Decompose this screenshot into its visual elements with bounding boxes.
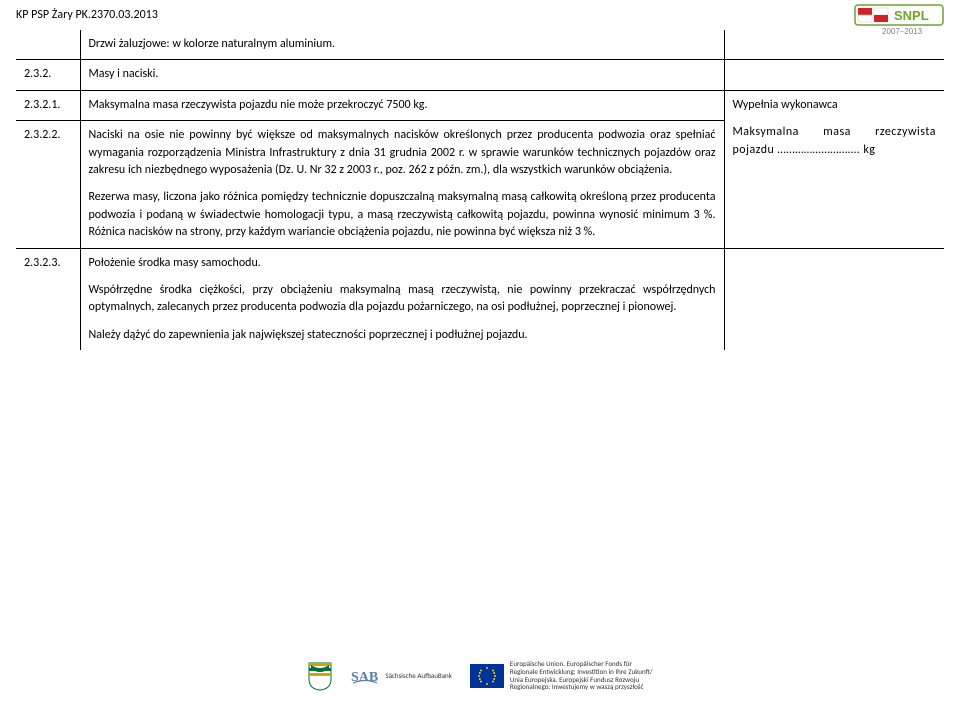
right-label: Wypełnia wykonawca (733, 98, 838, 112)
footer: SAB Sächsische AufbauBank Europäische Un… (16, 660, 944, 691)
footer-eu: Europäische Union. Europäischer Fonds fü… (470, 660, 653, 691)
row-content: Masy i naciski. (80, 60, 724, 90)
row-number: 2.3.2. (16, 60, 80, 90)
row-right (724, 248, 944, 350)
row-right (724, 60, 944, 90)
table-row: 2.3.2.1. Maksymalna masa rzeczywista poj… (16, 90, 944, 120)
table-row: 2.3.2. Masy i naciski. (16, 60, 944, 90)
header-reference: KP PSP Żary PK.2370.03.2013 (16, 8, 158, 22)
table-row: Drzwi żaluzjowe: w kolorze naturalnym al… (16, 30, 944, 60)
row-number (16, 30, 80, 60)
row-number: 2.3.2.2. (16, 121, 80, 248)
eu-flag-icon (470, 664, 504, 688)
row-content: Drzwi żaluzjowe: w kolorze naturalnym al… (80, 30, 724, 60)
sab-logo-icon: SAB (351, 666, 379, 686)
row-number: 2.3.2.3. (16, 248, 80, 350)
footer-sab: SAB Sächsische AufbauBank (351, 666, 452, 686)
footer-sachsen (307, 661, 333, 691)
sachsen-crest-icon (307, 661, 333, 691)
right-detail: Maksymalna masa rzeczywista pojazdu …………… (733, 125, 937, 156)
paragraph: Rezerwa masy, liczona jako różnica pomię… (89, 189, 716, 241)
row-content: Naciski na osie nie powinny być większe … (80, 121, 724, 248)
eu-text: Europäische Union. Europäischer Fonds fü… (510, 660, 653, 691)
table-row: 2.3.2.3. Położenie środka masy samochodu… (16, 248, 944, 350)
spec-table: Drzwi żaluzjowe: w kolorze naturalnym al… (16, 30, 944, 350)
row-content: Położenie środka masy samochodu. Współrz… (80, 248, 724, 350)
paragraph: Należy dążyć do zapewnienia jak najwięks… (89, 327, 716, 344)
paragraph: Maksymalna masa rzeczywista pojazdu nie … (89, 97, 716, 114)
row-right: Wypełnia wykonawca Maksymalna masa rzecz… (724, 90, 944, 248)
row-number: 2.3.2.1. (16, 90, 80, 120)
sab-name: Sächsische AufbauBank (385, 672, 452, 680)
paragraph: Masy i naciski. (89, 66, 716, 83)
svg-text:SNPL: SNPL (894, 8, 929, 23)
paragraph: Drzwi żaluzjowe: w kolorze naturalnym al… (89, 36, 716, 53)
paragraph: Współrzędne środka ciężkości, przy obcią… (89, 282, 716, 317)
row-content: Maksymalna masa rzeczywista pojazdu nie … (80, 90, 724, 120)
row-right (724, 30, 944, 60)
paragraph: Naciski na osie nie powinny być większe … (89, 127, 716, 179)
paragraph: Położenie środka masy samochodu. (89, 255, 716, 272)
